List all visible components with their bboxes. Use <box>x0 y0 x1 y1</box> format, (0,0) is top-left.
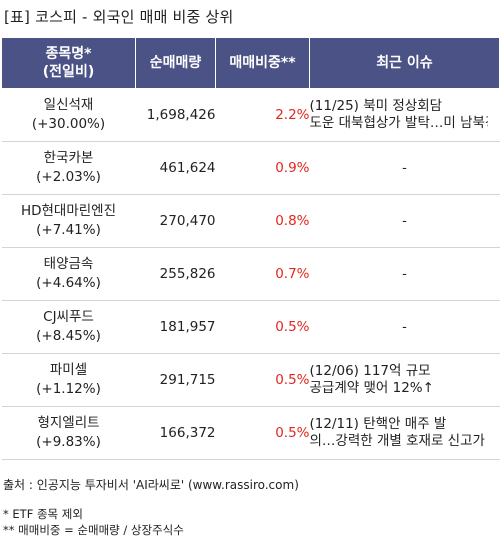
footnote-etf: * ETF 종목 제외 <box>3 507 83 521</box>
stock-cell: 태양금속 (+4.64%) <box>1 247 136 301</box>
stock-cell: 형지엘리트 (+9.83%) <box>1 406 136 460</box>
net-volume: 1,698,426 <box>135 88 216 142</box>
net-volume: 255,826 <box>135 247 216 301</box>
trade-ratio: 0.9% <box>215 141 310 195</box>
stock-change: (+7.41%) <box>36 222 101 238</box>
table-row: 형지엘리트 (+9.83%) 166,372 0.5% (12/11) 탄핵안 … <box>1 406 500 460</box>
stock-change: (+1.12%) <box>36 381 101 397</box>
trade-ratio: 2.2% <box>215 88 310 142</box>
stock-cell: 파미셀 (+1.12%) <box>1 353 136 407</box>
net-volume: 166,372 <box>135 406 216 460</box>
stock-cell: 한국카본 (+2.03%) <box>1 141 136 195</box>
stock-cell: 일신석재 (+30.00%) <box>1 88 136 142</box>
table-row: HD현대마린엔진 (+7.41%) 270,470 0.8% - <box>1 194 500 248</box>
recent-issue-line: (12/11) 탄핵안 매주 발 <box>309 416 447 432</box>
stock-name: 형지엘리트 <box>37 415 100 431</box>
stock-cell: CJ씨푸드 (+8.45%) <box>1 300 136 354</box>
header-stock-name-line1: 종목명* <box>45 46 92 62</box>
table-row: 파미셀 (+1.12%) 291,715 0.5% (12/06) 117억 규… <box>1 353 500 407</box>
stock-name: 일신석재 <box>43 97 94 113</box>
stock-cell: HD현대마린엔진 (+7.41%) <box>1 194 136 248</box>
footnote-ratio: ** 매매비중 = 순매매량 / 상장주식수 <box>3 523 184 537</box>
recent-issue: (12/11) 탄핵안 매주 발 의…강력한 개별 호재로 신고가 <box>309 406 500 460</box>
header-stock-name-line2: (전일비) <box>42 64 95 80</box>
header-net-volume: 순매매량 <box>135 37 216 89</box>
recent-issue-line: 도운 대북협상가 발탁…미 남북경협주 강세 <box>309 115 488 131</box>
trade-ratio: 0.8% <box>215 194 310 248</box>
stock-change: (+4.64%) <box>36 275 101 291</box>
recent-issue-line: 공급계약 맺어 12%↑ <box>309 380 434 396</box>
recent-issue: - <box>309 194 500 248</box>
stock-name: CJ씨푸드 <box>43 309 94 325</box>
trade-ratio: 0.5% <box>215 300 310 354</box>
trade-ratio: 0.5% <box>215 406 310 460</box>
stock-change: (+2.03%) <box>36 169 101 185</box>
net-volume: 291,715 <box>135 353 216 407</box>
stock-change: (+8.45%) <box>36 328 101 344</box>
net-volume: 270,470 <box>135 194 216 248</box>
table-header-row: 종목명* (전일비) 순매매량 매매비중** 최근 이슈 <box>1 37 500 89</box>
table-row: CJ씨푸드 (+8.45%) 181,957 0.5% - <box>1 300 500 354</box>
net-volume: 181,957 <box>135 300 216 354</box>
source-note: 출처 : 인공지능 투자비서 'AI라씨로' (www.rassiro.com) <box>3 478 299 492</box>
header-stock-name: 종목명* (전일비) <box>1 37 136 89</box>
stock-name: 한국카본 <box>43 150 94 166</box>
table-row: 한국카본 (+2.03%) 461,624 0.9% - <box>1 141 500 195</box>
header-recent-issue: 최근 이슈 <box>309 37 500 89</box>
stock-change: (+30.00%) <box>31 116 106 132</box>
page-title: [표] 코스피 - 외국인 매매 비중 상위 <box>4 8 234 26</box>
recent-issue: - <box>309 300 500 354</box>
recent-issue-line: 의…강력한 개별 호재로 신고가 <box>309 433 485 449</box>
net-volume: 461,624 <box>135 141 216 195</box>
stock-name: HD현대마린엔진 <box>20 203 117 219</box>
trade-ratio: 0.7% <box>215 247 310 301</box>
recent-issue: (12/06) 117억 규모 공급계약 맺어 12%↑ <box>309 353 500 407</box>
header-trade-ratio: 매매비중** <box>215 37 310 89</box>
foreign-trading-table: 종목명* (전일비) 순매매량 매매비중** 최근 이슈 일신석재 (+30.0… <box>1 37 500 460</box>
stock-change: (+9.83%) <box>36 434 101 450</box>
recent-issue: - <box>309 247 500 301</box>
trade-ratio: 0.5% <box>215 353 310 407</box>
table-row: 일신석재 (+30.00%) 1,698,426 2.2% (11/25) 북미… <box>1 88 500 142</box>
recent-issue-line: (12/06) 117억 규모 <box>309 363 431 379</box>
table-row: 태양금속 (+4.64%) 255,826 0.7% - <box>1 247 500 301</box>
recent-issue: (11/25) 북미 정상회담 도운 대북협상가 발탁…미 남북경협주 강세 <box>309 88 500 142</box>
stock-name: 파미셀 <box>49 362 88 378</box>
recent-issue: - <box>309 141 500 195</box>
stock-name: 태양금속 <box>43 256 94 272</box>
recent-issue-line: (11/25) 북미 정상회담 <box>309 98 443 114</box>
